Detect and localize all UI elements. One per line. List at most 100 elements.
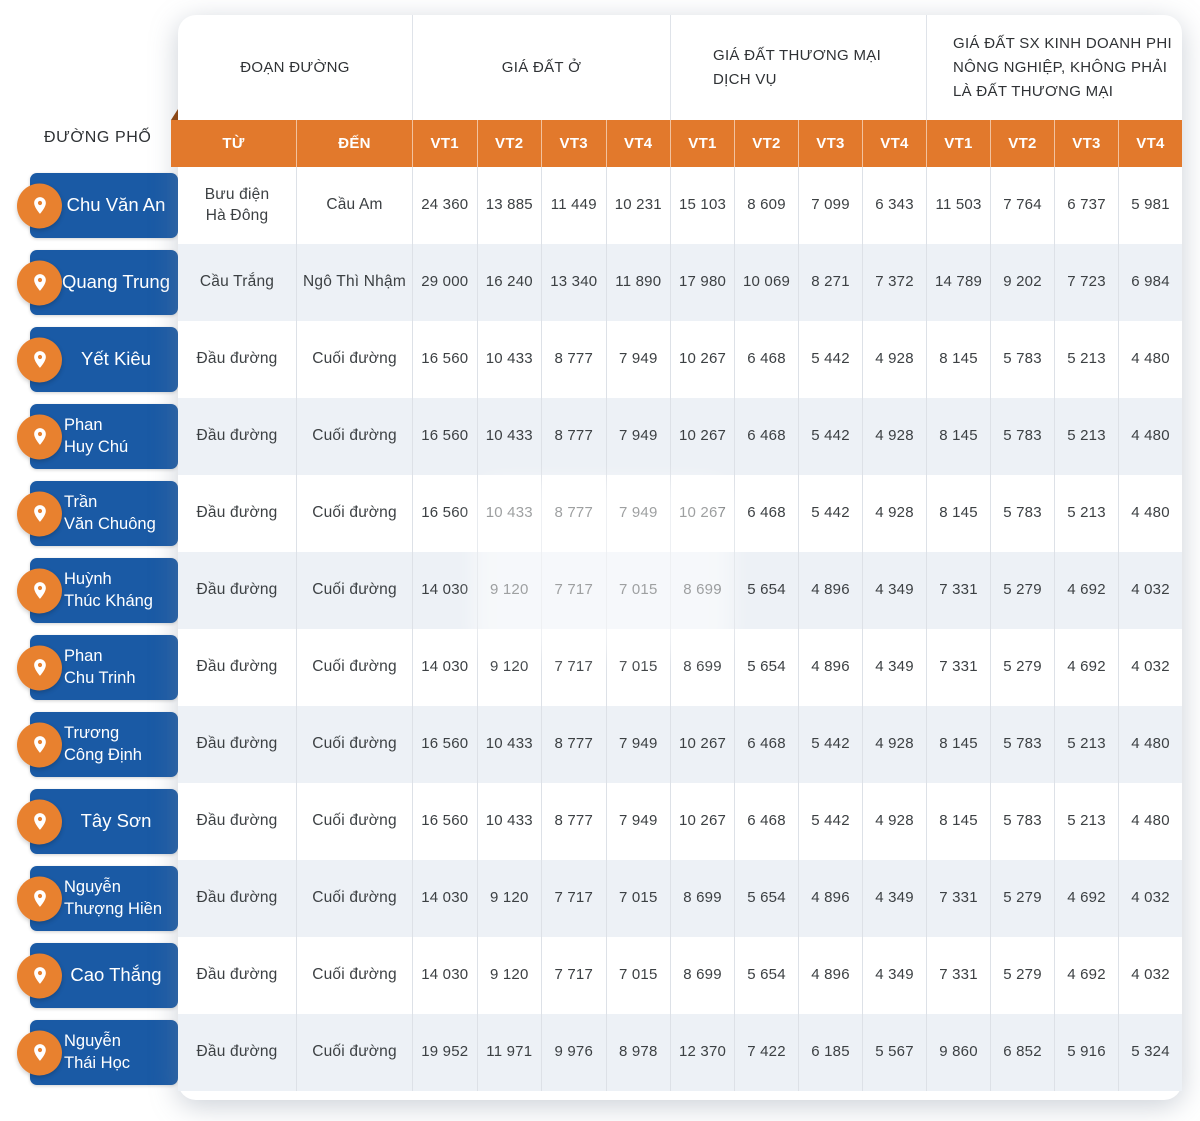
street-name: Nguyễn Thượng Hiền [64,878,162,918]
cell-value-o-vt3: 7 717 [541,937,606,1014]
cell-from: Bưu điện Hà Đông [204,185,270,224]
cell-value-o-vt1: 14 030 [412,552,477,629]
cell-value-o-vt4: 7 949 [605,475,671,552]
cell-value-tm-vt3: 8 271 [798,244,862,321]
cell-value-sx-vt1: 11 503 [926,167,990,244]
street-badge[interactable]: Phan Chu Trinh [17,635,178,700]
cell-value-tm-vt1: 10 267 [670,398,734,475]
cell-to: Cuối đường [296,937,412,1014]
header-sx-vt2: VT2 [990,120,1054,167]
cell-value-o-vt3: 8 777 [541,706,606,783]
cell-value-tm-vt4: 4 349 [862,937,926,1014]
cell-to: Cuối đường [296,321,412,398]
cell-value-o-vt4: 7 015 [605,937,671,1014]
street-badge[interactable]: Trần Văn Chuông [17,481,178,546]
street-badge[interactable]: Quang Trung [17,250,178,315]
location-pin-icon [17,337,62,382]
street-row: Chu Văn An [0,167,178,244]
cell-value-sx-vt4: 4 480 [1118,398,1182,475]
cell-value-tm-vt3: 5 442 [798,398,862,475]
header-o-vt4: VT4 [605,120,671,167]
cell-value-tm-vt4: 4 928 [862,321,926,398]
street-badge[interactable]: Huỳnh Thúc Kháng [17,558,178,623]
street-name: Phan Chu Trinh [64,647,136,687]
street-name: Cao Thắng [70,964,162,986]
street-badge[interactable]: Nguyễn Thái Học [17,1020,178,1085]
cell-value-sx-vt4: 4 032 [1118,629,1182,706]
cell-value-o-vt2: 10 433 [476,398,542,475]
cell-value-sx-vt3: 4 692 [1054,552,1118,629]
cell-value-sx-vt2: 5 783 [990,321,1054,398]
cell-from: Đầu đường [196,350,278,368]
location-pin-icon [17,414,62,459]
cell-value-tm-vt3: 5 442 [798,706,862,783]
cell-value-o-vt2: 9 120 [476,629,542,706]
cell-value-o-vt2: 10 433 [476,783,542,860]
cell-value-tm-vt3: 4 896 [798,860,862,937]
street-badge[interactable]: Phan Huy Chú [17,404,178,469]
header-sx-vt4: VT4 [1118,120,1182,167]
location-pin-icon [17,1030,62,1075]
cell-value-tm-vt2: 5 654 [734,860,798,937]
cell-value-sx-vt2: 5 279 [990,860,1054,937]
cell-value-o-vt3: 7 717 [541,629,606,706]
cell-to: Cuối đường [296,475,412,552]
header-o-vt1: VT1 [412,120,477,167]
street-name: Trương Công Định [64,724,142,764]
table-row: Đầu đường Cuối đường 16 560 10 433 8 777… [178,398,1182,475]
cell-value-tm-vt4: 4 349 [862,860,926,937]
street-name: Chu Văn An [66,194,166,216]
cell-value-o-vt1: 19 952 [412,1014,477,1091]
cell-value-tm-vt1: 17 980 [670,244,734,321]
street-name: Yết Kiêu [81,348,151,370]
cell-value-sx-vt4: 5 324 [1118,1014,1182,1091]
cell-value-tm-vt1: 8 699 [670,860,734,937]
cell-value-sx-vt3: 4 692 [1054,629,1118,706]
street-badge[interactable]: Cao Thắng [17,943,178,1008]
street-row: Quang Trung [0,244,178,321]
street-list: Chu Văn An Quang Trung Yết Kiêu [0,167,178,1091]
cell-value-sx-vt3: 5 213 [1054,706,1118,783]
table-row: Đầu đường Cuối đường 19 952 11 971 9 976… [178,1014,1182,1091]
cell-value-sx-vt2: 5 783 [990,398,1054,475]
cell-value-tm-vt3: 5 442 [798,321,862,398]
location-pin-icon [17,953,62,998]
cell-value-sx-vt1: 14 789 [926,244,990,321]
location-pin-icon [17,876,62,921]
street-badge[interactable]: Yết Kiêu [17,327,178,392]
street-badge[interactable]: Nguyễn Thượng Hiền [17,866,178,931]
cell-value-sx-vt3: 5 213 [1054,783,1118,860]
header-tm-vt1: VT1 [670,120,734,167]
cell-value-tm-vt4: 6 343 [862,167,926,244]
cell-to: Cuối đường [296,706,412,783]
cell-value-tm-vt4: 4 928 [862,706,926,783]
cell-value-sx-vt1: 8 145 [926,475,990,552]
cell-value-sx-vt2: 5 783 [990,475,1054,552]
header-tm-vt2: VT2 [734,120,798,167]
cell-value-sx-vt2: 5 783 [990,783,1054,860]
header-o-vt2: VT2 [476,120,542,167]
cell-from: Đầu đường [196,504,278,522]
cell-value-tm-vt4: 5 567 [862,1014,926,1091]
table-row: Đầu đường Cuối đường 14 030 9 120 7 717 … [178,937,1182,1014]
street-badge[interactable]: Chu Văn An [17,173,178,238]
cell-from: Đầu đường [196,581,278,599]
cell-value-tm-vt2: 5 654 [734,552,798,629]
header-tm-vt4: VT4 [862,120,926,167]
table-row: Cầu Trắng Ngô Thì Nhậm 29 000 16 240 13 … [178,244,1182,321]
cell-value-sx-vt4: 6 984 [1118,244,1182,321]
street-badge[interactable]: Tây Sơn [17,789,178,854]
street-row: Nguyễn Thượng Hiền [0,860,178,937]
cell-value-tm-vt2: 5 654 [734,629,798,706]
cell-value-tm-vt4: 4 928 [862,475,926,552]
cell-value-tm-vt2: 6 468 [734,398,798,475]
cell-value-sx-vt3: 7 723 [1054,244,1118,321]
cell-value-o-vt1: 14 030 [412,860,477,937]
street-badge[interactable]: Trương Công Định [17,712,178,777]
table-body: Bưu điện Hà Đông Cầu Am 24 360 13 885 11… [178,167,1182,1091]
cell-value-o-vt3: 7 717 [541,860,606,937]
street-row: Nguyễn Thái Học [0,1014,178,1091]
cell-value-tm-vt3: 5 442 [798,783,862,860]
cell-value-o-vt3: 8 777 [541,398,606,475]
cell-to: Cuối đường [296,1014,412,1091]
